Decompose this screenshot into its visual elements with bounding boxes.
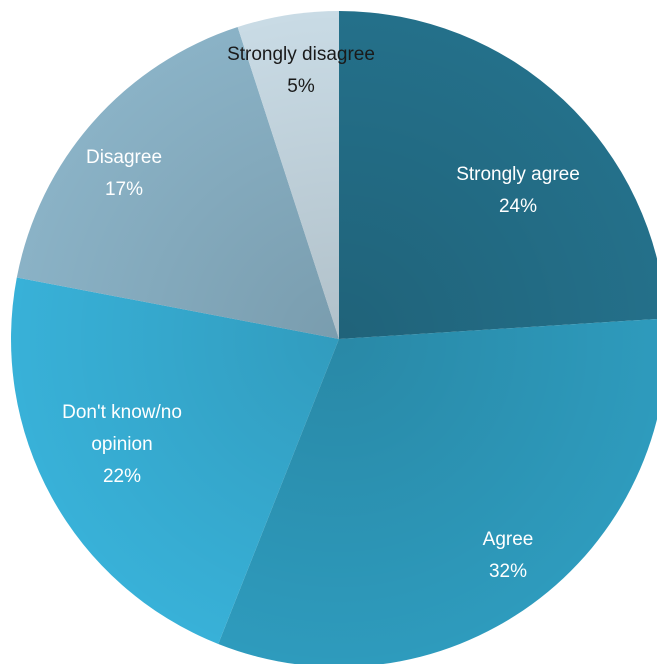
data-label-agree-percent: 32%	[489, 561, 527, 582]
data-label-agree-name: Agree	[483, 529, 534, 550]
data-label-strongly-disagree-name: Strongly disagree	[227, 44, 375, 65]
pie-slices	[11, 11, 657, 664]
data-label-strongly-agree-percent: 24%	[499, 196, 537, 217]
data-label-strongly-agree-name: Strongly agree	[456, 164, 580, 185]
data-label-don-t-know-no-opinion-name: opinion	[91, 434, 152, 455]
data-label-don-t-know-no-opinion-name: Don't know/no	[62, 402, 182, 423]
data-label-disagree-name: Disagree	[86, 147, 162, 168]
pie-labels: Strongly agree 24% Agree 32% Don't know/no op…	[62, 44, 580, 582]
data-label-disagree-percent: 17%	[105, 179, 143, 200]
data-label-strongly-disagree-percent: 5%	[287, 76, 315, 97]
data-label-don-t-know-no-opinion-percent: 22%	[103, 466, 141, 487]
